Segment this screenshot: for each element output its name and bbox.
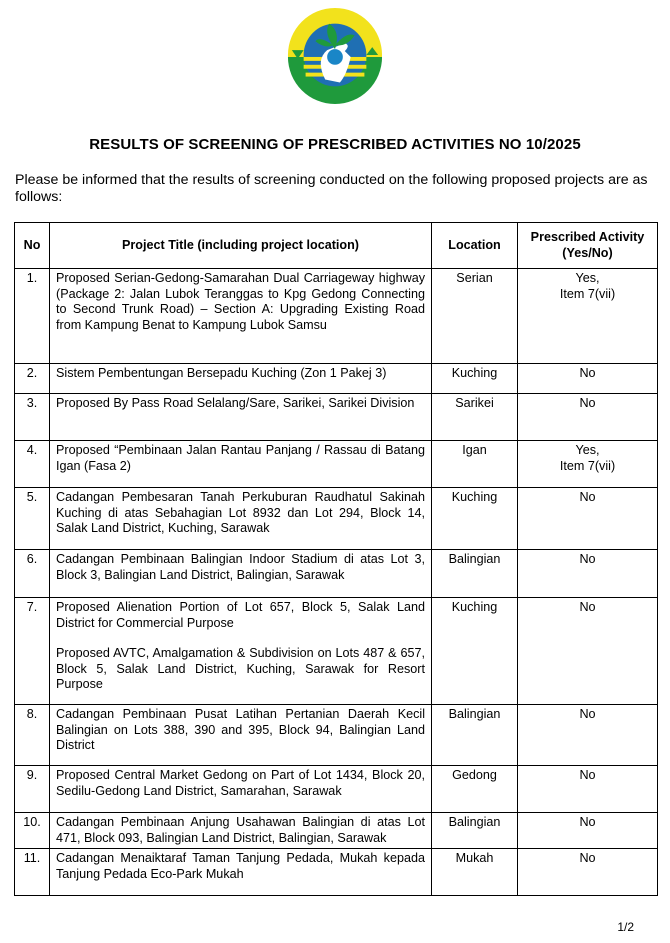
prescribed-activity: No — [517, 597, 658, 705]
row-no: 5. — [14, 487, 50, 550]
header-project-title: Project Title (including project locatio… — [49, 222, 432, 269]
row-no: 4. — [14, 440, 50, 488]
project-title: Proposed Serian-Gedong-Samarahan Dual Ca… — [49, 268, 432, 364]
location: Balingian — [431, 704, 518, 766]
page-title: RESULTS OF SCREENING OF PRESCRIBED ACTIV… — [89, 136, 581, 153]
project-title: Cadangan Pembinaan Anjung Usahawan Balin… — [49, 812, 432, 849]
project-title: Sistem Pembentungan Bersepadu Kuching (Z… — [49, 363, 432, 394]
project-title: Cadangan Pembinaan Balingian Indoor Stad… — [49, 549, 432, 598]
table-row: 11. Cadangan Menaiktaraf Taman Tanjung P… — [14, 848, 658, 896]
prescribed-activity: Yes, Item 7(vii) — [517, 440, 658, 488]
location: Kuching — [431, 597, 518, 705]
prescribed-activity: No — [517, 765, 658, 813]
prescribed-activity: No — [517, 812, 658, 849]
project-title: Proposed “Pembinaan Jalan Rantau Panjang… — [49, 440, 432, 488]
header-prescribed-activity: Prescribed Activity (Yes/No) — [517, 222, 658, 269]
row-no: 7. — [14, 597, 50, 705]
table-row: 5. Cadangan Pembesaran Tanah Perkuburan … — [14, 487, 658, 550]
table-row: 3. Proposed By Pass Road Selalang/Sare, … — [14, 393, 658, 441]
prescribed-activity: Yes, Item 7(vii) — [517, 268, 658, 364]
lembaga-sumber-asli-logo — [287, 7, 383, 104]
project-title: Proposed Central Market Gedong on Part o… — [49, 765, 432, 813]
project-title: Cadangan Menaiktaraf Taman Tanjung Pedad… — [49, 848, 432, 896]
row-no: 11. — [14, 848, 50, 896]
row-no: 6. — [14, 549, 50, 598]
activity-item: Item 7(vii) — [559, 286, 616, 301]
project-title: Cadangan Pembesaran Tanah Perkuburan Rau… — [49, 487, 432, 550]
project-title: Proposed By Pass Road Selalang/Sare, Sar… — [49, 393, 432, 441]
project-title: Proposed Alienation Portion of Lot 657, … — [49, 597, 432, 705]
prescribed-activity: No — [517, 487, 658, 550]
table-row: 6. Cadangan Pembinaan Balingian Indoor S… — [14, 549, 658, 598]
intro-text: Please be informed that the results of s… — [15, 172, 648, 205]
table-row: 7. Proposed Alienation Portion of Lot 65… — [14, 597, 658, 705]
page-number: 1/2 — [617, 920, 634, 934]
location: Sarikei — [431, 393, 518, 441]
row-no: 10. — [14, 812, 50, 849]
location: Kuching — [431, 363, 518, 394]
activity-item: Item 7(vii) — [559, 458, 616, 473]
prescribed-activity: No — [517, 393, 658, 441]
project-title: Cadangan Pembinaan Pusat Latihan Pertani… — [49, 704, 432, 766]
table-row: 10. Cadangan Pembinaan Anjung Usahawan B… — [14, 812, 658, 849]
project-title-part-1: Proposed Alienation Portion of Lot 657, … — [56, 600, 425, 630]
table-row: 2. Sistem Pembentungan Bersepadu Kuching… — [14, 363, 658, 394]
prescribed-activity: No — [517, 848, 658, 896]
location: Gedong — [431, 765, 518, 813]
table-row: 1. Proposed Serian-Gedong-Samarahan Dual… — [14, 268, 658, 364]
row-no: 8. — [14, 704, 50, 766]
row-no: 3. — [14, 393, 50, 441]
location: Kuching — [431, 487, 518, 550]
location: Balingian — [431, 812, 518, 849]
table-row: 4. Proposed “Pembinaan Jalan Rantau Panj… — [14, 440, 658, 488]
project-title-part-2: Proposed AVTC, Amalgamation & Subdivisio… — [56, 646, 425, 691]
location: Igan — [431, 440, 518, 488]
row-no: 9. — [14, 765, 50, 813]
prescribed-activity: No — [517, 549, 658, 598]
header-location: Location — [431, 222, 518, 269]
location: Mukah — [431, 848, 518, 896]
location: Serian — [431, 268, 518, 364]
location: Balingian — [431, 549, 518, 598]
row-no: 1. — [14, 268, 50, 364]
activity-answer: Yes, — [575, 271, 600, 285]
prescribed-activity: No — [517, 704, 658, 766]
activity-answer: Yes, — [575, 443, 600, 457]
table-header-row: No Project Title (including project loca… — [14, 222, 658, 269]
header-no: No — [14, 222, 50, 269]
screening-results-table: No Project Title (including project loca… — [14, 222, 658, 896]
row-no: 2. — [14, 363, 50, 394]
table-row: 9. Proposed Central Market Gedong on Par… — [14, 765, 658, 813]
table-row: 8. Cadangan Pembinaan Pusat Latihan Pert… — [14, 704, 658, 766]
prescribed-activity: No — [517, 363, 658, 394]
